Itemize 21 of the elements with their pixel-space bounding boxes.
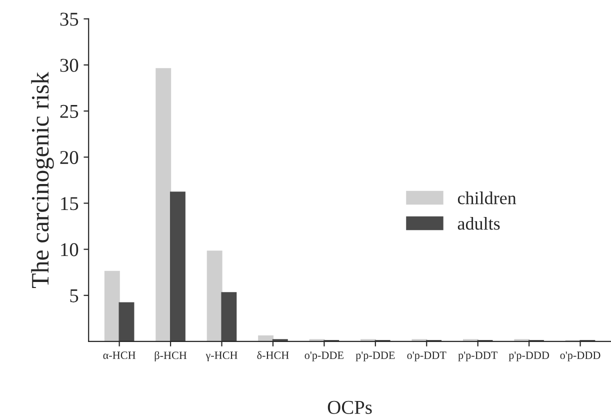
x-tick-label: o'p-DDT [407, 352, 446, 362]
x-tick-label: p'p-DDD [508, 352, 550, 362]
legend-label: children [458, 192, 516, 204]
y-axis-title: The carcinogenic risk [31, 72, 54, 288]
x-tick-label: β-HCH [154, 351, 187, 362]
y-tick-label: 30 [60, 58, 78, 72]
x-axis-title: OCPs [328, 400, 372, 414]
x-tick-label: δ-HCH [257, 351, 289, 360]
y-tick-label: 10 [61, 243, 78, 256]
x-tick-label: o'p-DDD [560, 352, 600, 362]
legend-label: adults [458, 217, 500, 230]
x-tick-label: p'p-DDT [458, 352, 498, 362]
x-tick-label: o'p-DDE [304, 352, 344, 362]
y-tick-label: 5 [70, 289, 78, 302]
x-tick-label: γ-HCH [206, 352, 238, 362]
y-tick-label: 15 [61, 197, 78, 210]
y-tick-label: 35 [60, 12, 78, 26]
x-tick-label: p'p-DDE [356, 352, 395, 362]
x-tick-label: α-HCH [103, 352, 136, 360]
y-tick-label: 25 [60, 104, 78, 118]
y-tick-label: 20 [60, 150, 78, 164]
